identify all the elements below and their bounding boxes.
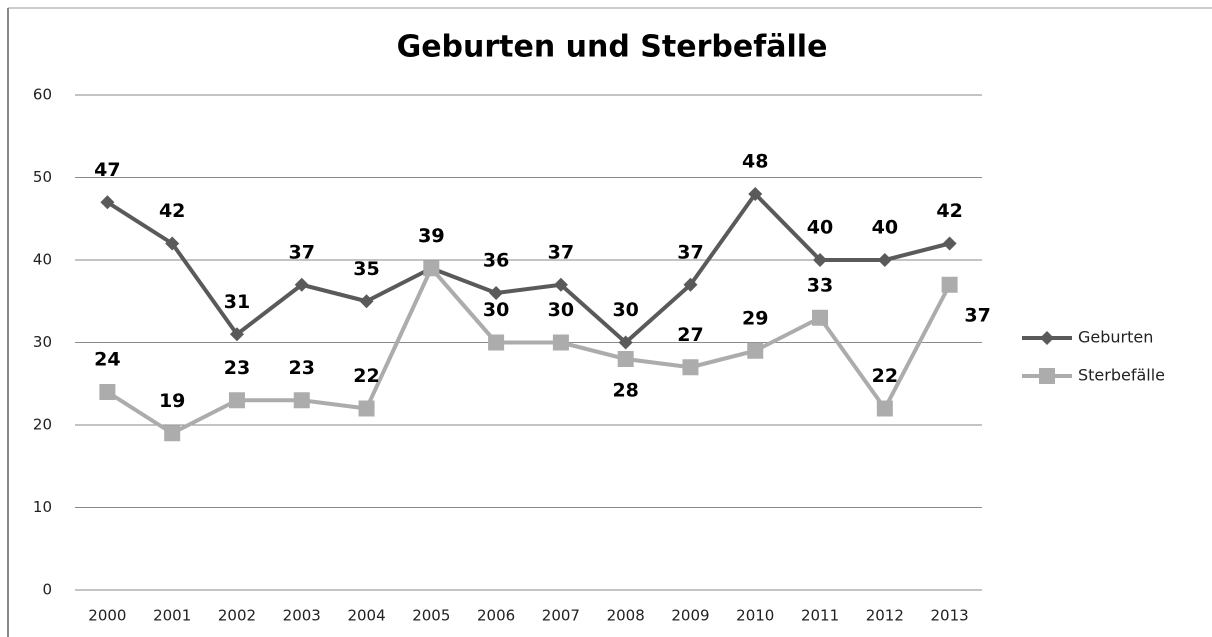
data-label: 22 <box>353 365 379 387</box>
marker <box>100 195 115 210</box>
marker <box>876 400 893 417</box>
data-label: 40 <box>807 217 833 239</box>
x-tick-label: 2002 <box>218 607 256 625</box>
marker <box>489 286 504 300</box>
marker <box>618 335 633 350</box>
marker <box>488 334 505 351</box>
data-label: 37 <box>964 304 990 326</box>
x-tick-label: 2004 <box>347 607 385 625</box>
data-label: 48 <box>742 151 768 173</box>
marker <box>942 236 957 251</box>
data-label: 37 <box>548 241 574 263</box>
data-label: 42 <box>159 200 185 222</box>
data-label: 31 <box>224 291 250 313</box>
marker <box>165 236 180 251</box>
x-tick-label: 2001 <box>153 607 191 625</box>
data-label: 37 <box>677 241 703 263</box>
data-label: 47 <box>94 159 120 181</box>
marker <box>228 392 245 409</box>
data-label: 30 <box>483 299 509 321</box>
legend-marker <box>1040 331 1054 345</box>
marker <box>682 359 699 376</box>
data-label: 22 <box>872 365 898 387</box>
x-tick-label: 2006 <box>477 607 515 625</box>
x-tick-label: 2007 <box>542 607 580 625</box>
data-label: 40 <box>872 217 898 239</box>
y-tick-label: 20 <box>33 416 52 434</box>
data-label: 39 <box>418 225 444 247</box>
data-label: 30 <box>612 299 638 321</box>
marker <box>294 277 309 292</box>
data-label: 33 <box>807 274 833 296</box>
x-tick-label: 2005 <box>412 607 450 625</box>
chart-title: Geburten und Sterbefälle <box>397 30 828 65</box>
marker <box>812 309 829 326</box>
data-label: 23 <box>289 357 315 379</box>
marker <box>683 277 698 292</box>
data-label: 42 <box>936 200 962 222</box>
data-label: 36 <box>483 250 509 272</box>
y-tick-label: 50 <box>33 168 52 186</box>
data-label: 35 <box>353 258 379 280</box>
data-label: 28 <box>612 380 638 402</box>
marker <box>423 260 440 277</box>
marker <box>813 253 828 267</box>
data-label: 37 <box>289 241 315 263</box>
line <box>106 266 952 436</box>
x-tick-label: 2003 <box>283 607 321 625</box>
legend-marker <box>1039 368 1055 384</box>
x-tick-label: 2011 <box>801 607 839 625</box>
data-label: 19 <box>159 390 185 412</box>
marker <box>358 400 375 417</box>
marker <box>553 277 568 292</box>
y-tick-label: 60 <box>33 86 52 104</box>
x-tick-label: 2013 <box>931 607 969 625</box>
x-tick-label: 2010 <box>736 607 774 625</box>
x-tick-label: 2000 <box>88 607 126 625</box>
data-label: 24 <box>94 349 120 371</box>
y-tick-label: 40 <box>33 251 52 269</box>
marker <box>941 276 958 293</box>
data-label: 29 <box>742 307 768 329</box>
data-label: 39 <box>418 225 444 247</box>
marker <box>229 327 244 342</box>
x-tick-label: 2008 <box>607 607 645 625</box>
marker <box>99 384 116 400</box>
marker <box>747 342 764 359</box>
y-tick-label: 10 <box>33 498 52 516</box>
marker <box>748 187 763 201</box>
legend-label: Sterbefälle <box>1078 366 1165 385</box>
marker <box>359 294 374 309</box>
data-label: 23 <box>224 357 250 379</box>
data-label: 30 <box>548 299 574 321</box>
marker <box>617 351 634 367</box>
data-label: 27 <box>677 324 703 346</box>
marker <box>552 334 569 351</box>
y-tick-label: 30 <box>33 333 52 351</box>
marker <box>164 425 181 442</box>
legend-label: Geburten <box>1078 328 1153 347</box>
x-tick-label: 2012 <box>866 607 904 625</box>
y-tick-label: 0 <box>42 581 52 599</box>
marker <box>877 253 892 267</box>
marker <box>293 392 310 409</box>
line <box>106 192 951 345</box>
x-tick-label: 2009 <box>671 607 709 625</box>
